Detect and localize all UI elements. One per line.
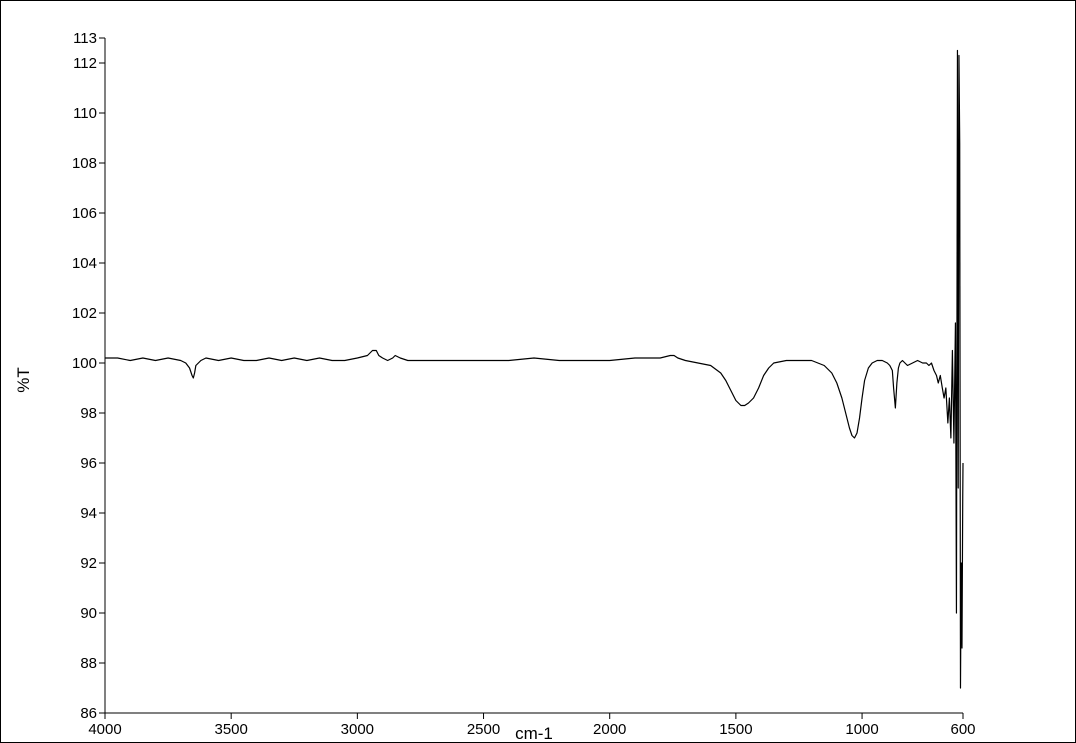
series-layer [105, 49, 964, 689]
y-tick-label: 88 [80, 655, 97, 672]
y-tick-label: 100 [72, 355, 97, 372]
x-tick-label: 600 [950, 721, 975, 738]
y-tick-label: 92 [80, 555, 97, 572]
y-tick-label: 108 [72, 155, 97, 172]
y-tick-label: 104 [72, 255, 97, 272]
y-tick-label: 110 [73, 105, 97, 122]
ticks: 86 88 90 92 94 96 98 100 102 104 106 108 110 112 113 40… [72, 30, 976, 738]
y-tick-label: 106 [72, 205, 97, 222]
series-line-1 [105, 49, 964, 689]
x-tick-label: 1000 [845, 721, 878, 738]
x-tick-label: 3500 [214, 721, 247, 738]
y-tick-label: 112 [73, 55, 97, 72]
y-tick-label: 90 [80, 605, 97, 622]
x-axis-label: cm-1 [515, 724, 553, 743]
y-tick-label: 86 [80, 705, 97, 722]
y-axis-label: %T [14, 367, 33, 393]
y-tick-label: 96 [80, 455, 97, 472]
x-tick-label: 2500 [467, 721, 500, 738]
x-tick-label: 1500 [719, 721, 752, 738]
y-tick-label: 94 [80, 505, 97, 522]
y-tick-label: 102 [72, 305, 97, 322]
y-tick-label: 98 [80, 405, 97, 422]
x-tick-label: 2000 [593, 721, 626, 738]
y-tick-label: 113 [73, 30, 97, 47]
x-tick-label: 4000 [88, 721, 121, 738]
axes [104, 38, 963, 714]
x-tick-label: 3000 [341, 721, 374, 738]
